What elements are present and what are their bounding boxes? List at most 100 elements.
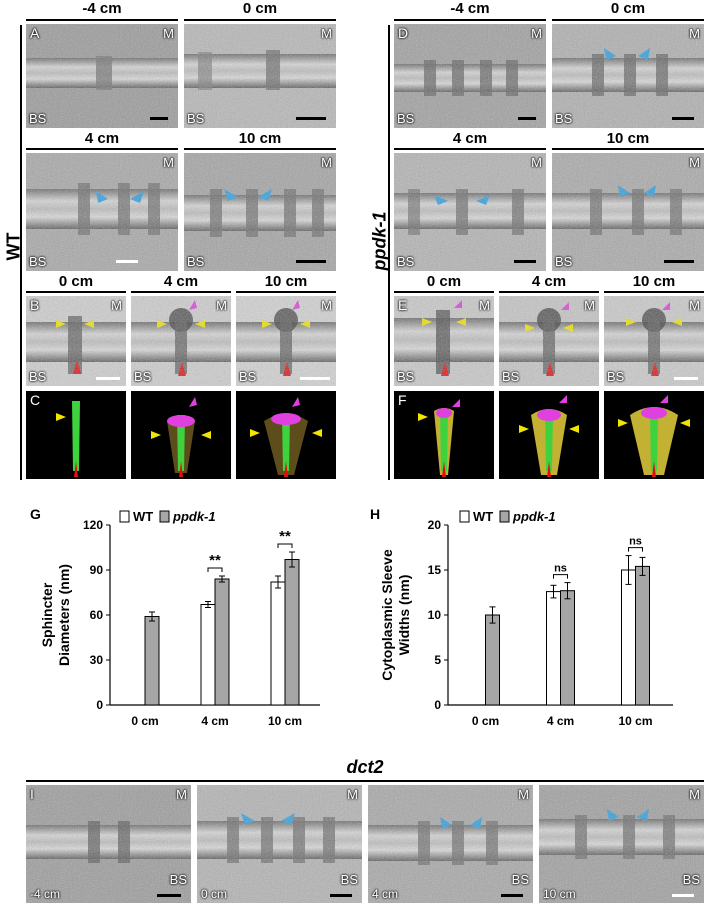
ppdk-micrograph-10cm: M BS [552, 153, 704, 271]
wt-row3-rule-3 [236, 291, 336, 293]
bar-wt [200, 604, 216, 706]
bar-ppdk-1 [485, 614, 500, 706]
dct2-micrograph-4cm: M BS 4 cm [368, 785, 533, 903]
scale-bar [330, 894, 352, 897]
y-tick-label: 10 [428, 608, 442, 622]
wt-row3-header-2: 4 cm [163, 273, 199, 290]
mesophyll-label: M [216, 298, 227, 313]
ppdk-row3-rule-1 [394, 291, 494, 293]
ppdk-row1-header-2: 0 cm [610, 0, 646, 17]
panel-letter-c: C [30, 392, 41, 408]
wt-bracket [20, 25, 22, 480]
wt-row3-rule-2 [131, 291, 231, 293]
mesophyll-label: M [176, 787, 187, 802]
ppdk-row3-header-3: 10 cm [632, 273, 676, 290]
dct2-title: dct2 [346, 757, 384, 777]
wt-model-0cm: C [26, 391, 126, 479]
scale-bar [157, 894, 181, 897]
mesophyll-label: M [321, 26, 332, 41]
bundle-sheath-label: BS [511, 872, 529, 887]
significance-bracket [553, 574, 568, 579]
wt-side-label: WT [3, 232, 24, 261]
mesophyll-label: M [111, 298, 122, 313]
legend-swatch [159, 510, 170, 523]
wt-row2-header-1: 4 cm [84, 130, 120, 147]
wt-row1-header-2: 0 cm [242, 0, 278, 17]
x-tick-label: 4 cm [201, 714, 228, 728]
ppdk-row1-rule-1 [394, 19, 546, 21]
mesophyll-label: M [321, 155, 332, 170]
legend-swatch [119, 510, 130, 523]
legend-label: WT [473, 509, 493, 524]
ppdk-model-4cm [499, 391, 599, 479]
mesophyll-label: M [689, 787, 700, 802]
scale-bar [501, 894, 523, 897]
bar-ppdk-1 [214, 578, 230, 706]
bundle-sheath-label: BS [340, 872, 358, 887]
panel-letter-i: I [30, 786, 34, 802]
bundle-sheath-label: BS [187, 254, 205, 269]
dct2-distance-minus4cm: -4 cm [30, 887, 60, 901]
bundle-sheath-label: BS [29, 369, 47, 384]
y-tick-label: 0 [434, 698, 441, 712]
mesophyll-label: M [479, 298, 490, 313]
wt-zoom-10cm: M BS [236, 296, 336, 386]
bundle-sheath-label: BS [134, 369, 152, 384]
significance-bracket [207, 567, 223, 572]
bundle-sheath-label: BS [239, 369, 257, 384]
wt-row1-rule-2 [184, 19, 336, 21]
scale-bar [150, 117, 168, 120]
x-tick-label: 0 cm [131, 714, 158, 728]
wt-row3-header-1: 0 cm [58, 273, 94, 290]
bar-wt [621, 569, 636, 706]
y-tick-label: 20 [428, 518, 442, 532]
wt-model-4cm [131, 391, 231, 479]
y-axis-label: Sphincter [39, 582, 55, 647]
scale-bar [664, 260, 694, 263]
mesophyll-label: M [163, 155, 174, 170]
ppdk-zoom-10cm: M BS [604, 296, 704, 386]
legend-label: WT [133, 509, 153, 524]
mesophyll-label: M [531, 26, 542, 41]
panel-letter-b: B [30, 297, 40, 313]
mesophyll-label: M [689, 155, 700, 170]
scale-bar [96, 377, 120, 380]
y-tick-label: 0 [96, 698, 103, 712]
y-tick-label: 60 [90, 608, 104, 622]
scale-bar [116, 260, 138, 263]
scale-bar [296, 117, 326, 120]
scale-bar [514, 260, 536, 263]
y-axis-label: Diameters (nm) [56, 564, 72, 666]
wt-row3-rule-1 [26, 291, 126, 293]
ppdk-side-label: ppdk-1 [369, 211, 390, 271]
mesophyll-label: M [689, 26, 700, 41]
cytoplasmic-sleeve-chart: H Cytoplasmic Sleeve Widths (nm) 0 5 10 15 20 0 … [370, 506, 673, 728]
bundle-sheath-label: BS [555, 111, 573, 126]
bundle-sheath-label: BS [555, 254, 573, 269]
ppdk-row3-header-2: 4 cm [531, 273, 567, 290]
y-tick-label: 5 [434, 653, 441, 667]
ppdk-model-10cm [604, 391, 704, 479]
significance-label: ns [554, 563, 567, 575]
bundle-sheath-label: BS [397, 111, 415, 126]
bundle-sheath-label: BS [502, 369, 520, 384]
y-tick-label: 120 [83, 518, 103, 532]
wt-micrograph-10cm: M BS [184, 153, 336, 271]
scale-bar [674, 377, 698, 380]
ppdk-micrograph-0cm: M BS [552, 24, 704, 128]
wt-zoom-4cm: M BS [131, 296, 231, 386]
significance-label: ** [209, 552, 221, 569]
wt-row3-header-3: 10 cm [264, 273, 308, 290]
mesophyll-label: M [584, 298, 595, 313]
wt-row1-rule-1 [26, 19, 178, 21]
ppdk-row2-header-2: 10 cm [606, 130, 650, 147]
scale-bar [518, 117, 536, 120]
sphincter-diameter-chart: G Sphincter Diameters (nm) 0 30 60 90 120 0 cm 4 … [30, 506, 320, 728]
significance-label: ns [629, 536, 642, 548]
wt-zoom-0cm: B M BS [26, 296, 126, 386]
bundle-sheath-label: BS [397, 254, 415, 269]
legend-label: ppdk-1 [512, 509, 556, 524]
ppdk-micrograph-minus4cm: D M BS [394, 24, 546, 128]
panel-letter-d: D [398, 25, 409, 41]
bundle-sheath-label: BS [187, 111, 205, 126]
